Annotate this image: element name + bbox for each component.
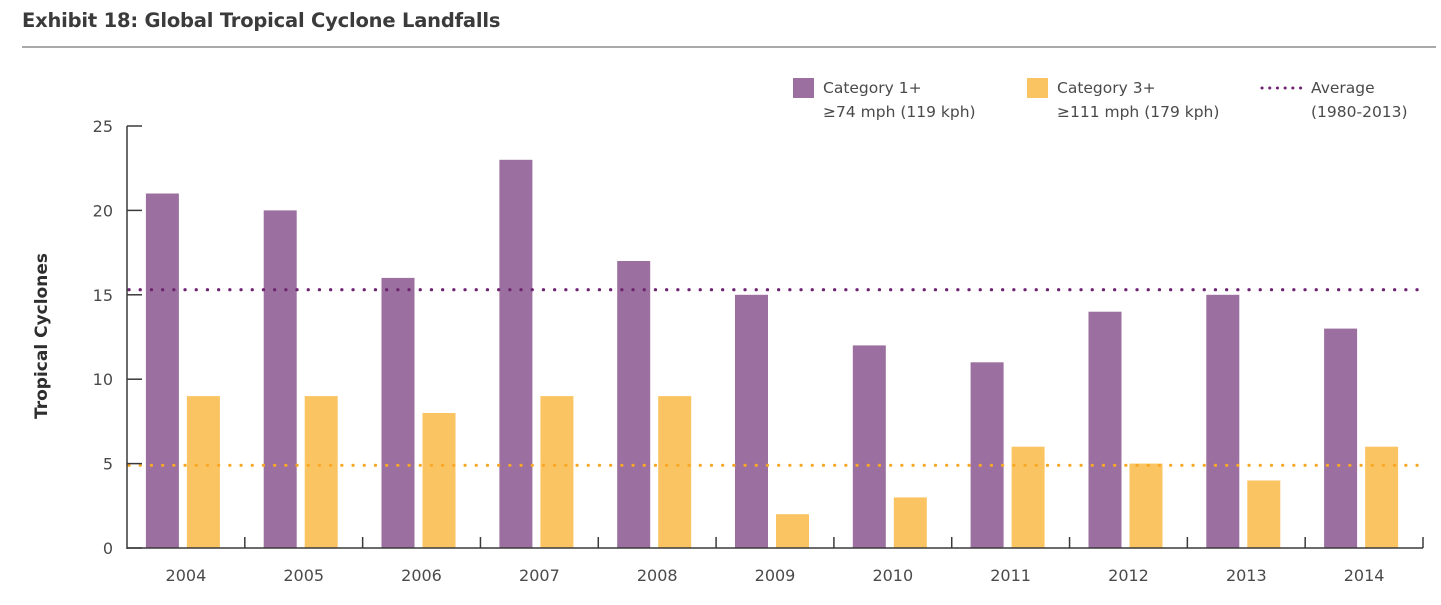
title-divider xyxy=(22,46,1436,48)
bar-category1-2014 xyxy=(1324,328,1358,548)
x-tick-label: 2014 xyxy=(1344,566,1385,585)
bar-category1-2009 xyxy=(735,294,768,548)
bar-category3-2012 xyxy=(1129,463,1163,548)
legend-label-category1: Category 1+ xyxy=(823,79,922,97)
bar-category3-2011 xyxy=(1011,446,1045,548)
axes xyxy=(126,126,1423,549)
bar-category3-2013 xyxy=(1247,480,1281,548)
legend: Category 1+ ≥74 mph (119 kph) Category 3… xyxy=(793,78,1408,121)
x-ticks: 2004 2005 2006 2007 2008 2009 2010 2011 2012 2013… xyxy=(166,537,1424,585)
legend-sublabel-category3: ≥111 mph (179 kph) xyxy=(1057,103,1219,121)
bar-category1-2011 xyxy=(970,362,1004,548)
bar-category3-2010 xyxy=(893,497,927,548)
bar-category1-2005 xyxy=(263,210,297,548)
x-tick-label: 2011 xyxy=(990,566,1031,585)
x-tick-label: 2004 xyxy=(166,566,207,585)
x-tick-label: 2007 xyxy=(519,566,560,585)
bar-category3-2006 xyxy=(422,413,456,548)
x-tick-label: 2013 xyxy=(1226,566,1267,585)
y-ticks: 0 5 10 15 20 25 xyxy=(93,117,142,558)
bars xyxy=(145,159,1399,549)
y-tick-label: 15 xyxy=(93,286,113,305)
bar-category3-2008 xyxy=(658,396,692,548)
y-tick-label: 0 xyxy=(103,539,113,558)
y-axis-label: Tropical Cyclones xyxy=(32,253,52,419)
x-tick-label: 2010 xyxy=(872,566,913,585)
bar-category1-2008 xyxy=(617,261,651,548)
bar-category3-2005 xyxy=(304,396,338,548)
y-tick-label: 20 xyxy=(93,201,113,220)
x-tick-label: 2009 xyxy=(755,566,796,585)
legend-label-category3: Category 3+ xyxy=(1057,79,1156,97)
bar-category1-2007 xyxy=(499,159,533,549)
y-tick-label: 10 xyxy=(93,370,113,389)
x-tick-label: 2005 xyxy=(283,566,324,585)
legend-sublabel-category1: ≥74 mph (119 kph) xyxy=(823,103,976,121)
y-tick-label: 5 xyxy=(103,455,113,474)
legend-label-average: Average xyxy=(1311,79,1375,97)
legend-swatch-category1 xyxy=(793,78,814,98)
x-tick-label: 2008 xyxy=(637,566,678,585)
bar-category3-2009 xyxy=(776,514,809,548)
bar-category1-2013 xyxy=(1206,294,1240,548)
x-tick-label: 2012 xyxy=(1108,566,1149,585)
bar-category3-2014 xyxy=(1365,446,1399,548)
bar-category3-2007 xyxy=(540,396,574,548)
y-tick-label: 25 xyxy=(93,117,113,136)
chart-title: Exhibit 18: Global Tropical Cyclone Land… xyxy=(22,9,501,32)
legend-sublabel-average: (1980-2013) xyxy=(1311,103,1408,121)
bar-category1-2006 xyxy=(381,277,415,548)
x-tick-label: 2006 xyxy=(401,566,442,585)
legend-swatch-category3 xyxy=(1027,78,1048,98)
bar-category1-2012 xyxy=(1088,311,1122,548)
bar-category1-2004 xyxy=(145,193,179,548)
bar-category3-2004 xyxy=(186,396,220,548)
bar-category1-2010 xyxy=(852,345,886,548)
